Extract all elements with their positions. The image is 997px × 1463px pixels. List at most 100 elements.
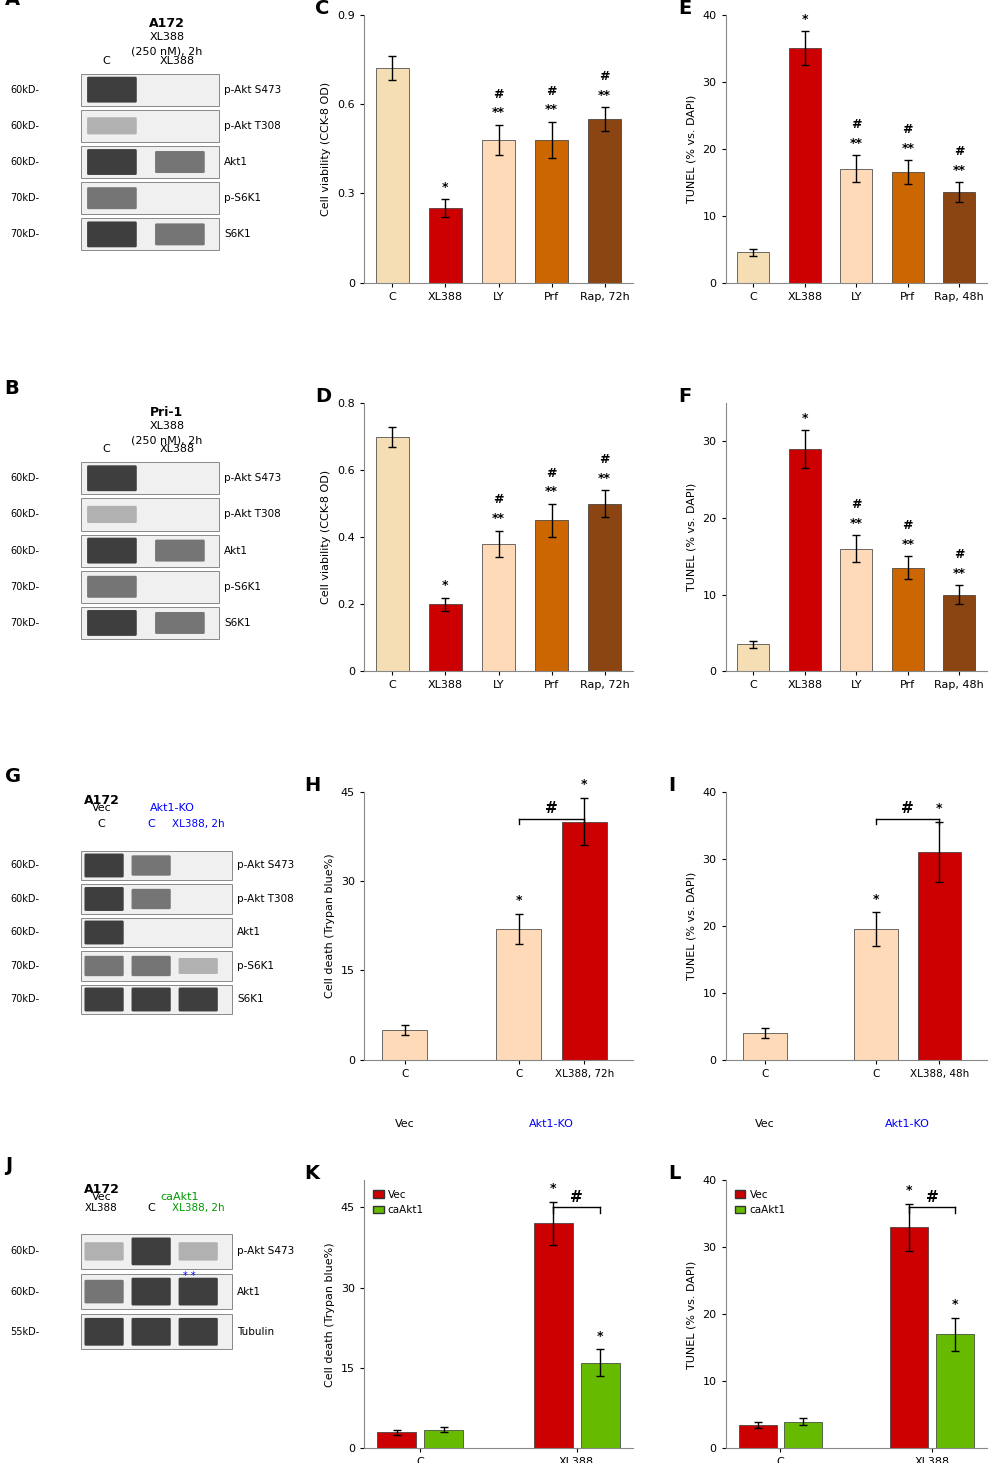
Text: #: # — [954, 549, 964, 562]
Text: *: * — [906, 1184, 912, 1197]
Text: *: * — [872, 892, 879, 906]
Text: #: # — [546, 467, 556, 480]
Text: Akt1-KO: Akt1-KO — [885, 1119, 930, 1129]
Text: A172: A172 — [84, 794, 120, 808]
Y-axis label: Cell viability (CCK-8 OD): Cell viability (CCK-8 OD) — [321, 470, 331, 604]
FancyBboxPatch shape — [85, 955, 124, 976]
Text: 60kD-: 60kD- — [10, 121, 39, 130]
Text: #: # — [954, 145, 964, 158]
Text: *: * — [802, 13, 809, 26]
FancyBboxPatch shape — [132, 1238, 170, 1265]
FancyBboxPatch shape — [85, 988, 124, 1011]
Text: 60kD-: 60kD- — [10, 473, 39, 483]
Text: **: ** — [492, 512, 505, 525]
Text: L: L — [668, 1165, 681, 1184]
Text: Akt1: Akt1 — [224, 546, 248, 556]
Bar — [429, 604, 462, 672]
Text: 60kD-: 60kD- — [10, 1286, 39, 1296]
Text: XL388: XL388 — [150, 421, 184, 430]
Bar — [535, 521, 568, 672]
Text: C: C — [98, 819, 106, 830]
Bar — [789, 449, 821, 672]
Bar — [936, 1334, 974, 1448]
Bar — [891, 173, 923, 282]
Y-axis label: Cell death (Trypan blue%): Cell death (Trypan blue%) — [325, 1242, 335, 1387]
Text: J: J — [5, 1156, 12, 1175]
Text: *: * — [581, 778, 587, 791]
Bar — [376, 437, 409, 672]
FancyBboxPatch shape — [81, 1274, 232, 1309]
Text: XL388: XL388 — [150, 32, 184, 42]
Text: p-S6K1: p-S6K1 — [237, 961, 274, 971]
Text: Tubulin: Tubulin — [237, 1327, 274, 1337]
Text: p-Akt T308: p-Akt T308 — [237, 894, 294, 904]
Text: *: * — [550, 1182, 556, 1195]
FancyBboxPatch shape — [87, 506, 137, 522]
Text: **: ** — [901, 142, 914, 155]
Text: 60kD-: 60kD- — [10, 928, 39, 938]
Bar — [890, 1227, 928, 1448]
Text: p-Akt S473: p-Akt S473 — [224, 473, 281, 483]
Text: C: C — [103, 56, 111, 66]
Text: G: G — [5, 768, 21, 787]
FancyBboxPatch shape — [87, 76, 137, 102]
Text: #: # — [926, 1189, 938, 1204]
FancyBboxPatch shape — [81, 110, 219, 142]
Bar — [943, 594, 975, 672]
Bar — [580, 1362, 620, 1448]
Text: p-Akt T308: p-Akt T308 — [224, 121, 281, 130]
FancyBboxPatch shape — [81, 499, 219, 531]
FancyBboxPatch shape — [87, 117, 137, 135]
Text: **: ** — [849, 138, 862, 151]
FancyBboxPatch shape — [132, 890, 170, 909]
Text: 70kD-: 70kD- — [10, 995, 39, 1005]
Text: #: # — [902, 519, 913, 533]
Text: 70kD-: 70kD- — [10, 617, 39, 628]
Text: caAkt1: caAkt1 — [161, 1192, 199, 1201]
Y-axis label: TUNEL (% vs. DAPI): TUNEL (% vs. DAPI) — [687, 872, 697, 980]
Bar — [588, 119, 621, 282]
Text: S6K1: S6K1 — [224, 230, 251, 240]
Bar — [382, 1030, 427, 1059]
Text: A172: A172 — [84, 1184, 120, 1197]
Legend: Vec, caAkt1: Vec, caAkt1 — [369, 1185, 428, 1219]
Y-axis label: Cell death (Trypan blue%): Cell death (Trypan blue%) — [325, 853, 335, 998]
Text: E: E — [679, 0, 692, 18]
Text: XL388: XL388 — [160, 445, 194, 454]
Text: Akt1-KO: Akt1-KO — [150, 803, 194, 813]
FancyBboxPatch shape — [81, 917, 232, 947]
FancyBboxPatch shape — [81, 462, 219, 494]
Y-axis label: TUNEL (% vs. DAPI): TUNEL (% vs. DAPI) — [687, 483, 697, 591]
Text: *: * — [515, 894, 522, 907]
Text: #: # — [851, 497, 861, 511]
FancyBboxPatch shape — [87, 221, 137, 247]
Bar — [424, 1429, 464, 1448]
Text: *: * — [597, 1330, 603, 1343]
Text: 60kD-: 60kD- — [10, 509, 39, 519]
Text: *: * — [802, 411, 809, 424]
Text: C: C — [148, 1203, 155, 1213]
Text: B: B — [5, 379, 20, 398]
Text: F: F — [679, 388, 692, 407]
FancyBboxPatch shape — [132, 856, 170, 876]
Text: XL388, 2h: XL388, 2h — [171, 819, 224, 830]
Text: 70kD-: 70kD- — [10, 961, 39, 971]
Y-axis label: TUNEL (% vs. DAPI): TUNEL (% vs. DAPI) — [687, 95, 697, 203]
Text: #: # — [545, 800, 558, 816]
Text: **: ** — [953, 568, 966, 581]
Text: #: # — [851, 119, 861, 132]
FancyBboxPatch shape — [81, 951, 232, 980]
FancyBboxPatch shape — [87, 610, 137, 636]
Text: (250 nM), 2h: (250 nM), 2h — [132, 436, 202, 445]
FancyBboxPatch shape — [81, 181, 219, 214]
Text: Akt1: Akt1 — [237, 1286, 261, 1296]
Bar — [789, 48, 821, 282]
Text: 60kD-: 60kD- — [10, 1246, 39, 1257]
Text: #: # — [901, 800, 914, 816]
Text: *: * — [443, 579, 449, 593]
Text: Vec: Vec — [92, 803, 112, 813]
Text: Vec: Vec — [92, 1192, 112, 1201]
Bar — [738, 644, 770, 672]
Bar — [429, 208, 462, 282]
Bar — [535, 139, 568, 282]
